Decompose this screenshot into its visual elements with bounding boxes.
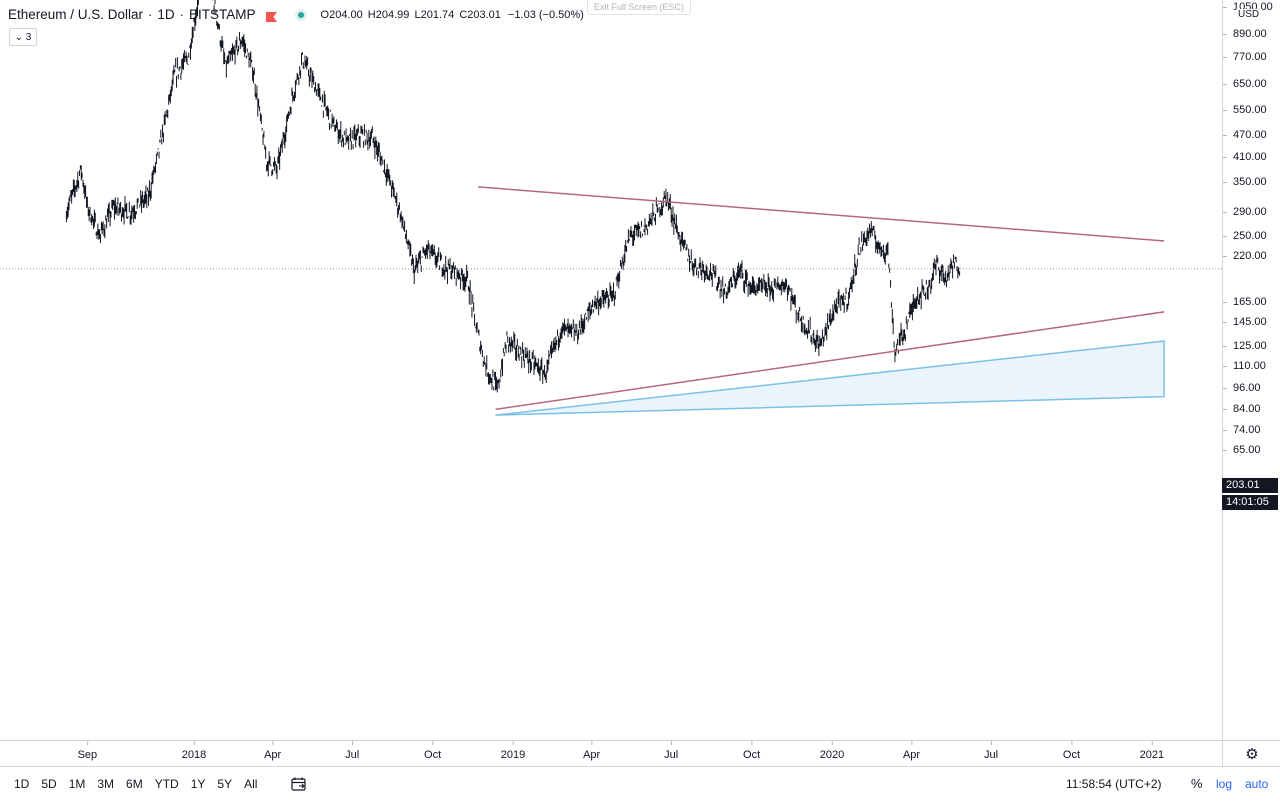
support-trend-line[interactable]: [495, 311, 1165, 411]
price-tick-label: 74.00: [1223, 423, 1261, 436]
price-tick-label: 470.00: [1223, 129, 1267, 142]
auto-scale-toggle[interactable]: auto: [1245, 777, 1269, 791]
open-key: O: [320, 8, 330, 21]
chart-pane[interactable]: Ethereum / U.S. Dollar · 1D · BITSTAMP O…: [0, 0, 1222, 740]
range-button-5d[interactable]: 5D: [41, 777, 57, 791]
legend-sep: ·: [179, 7, 184, 22]
price-tick-label: 145.00: [1223, 316, 1267, 329]
high-value: 204.99: [375, 8, 410, 21]
time-tick-label: Jul: [984, 741, 999, 761]
visibility-icon[interactable]: [294, 8, 307, 21]
price-chart[interactable]: [0, 0, 1222, 740]
price-tick-label: 410.00: [1223, 151, 1267, 164]
time-tick-label: 2018: [181, 741, 207, 761]
low-value: 201.74: [420, 8, 455, 21]
date-range-buttons: 1D 5D 1M 3M 6M YTD 1Y 5Y All: [8, 777, 263, 791]
range-button-3m[interactable]: 3M: [97, 777, 115, 791]
time-tick-label: Jul: [345, 741, 360, 761]
log-scale-toggle[interactable]: log: [1216, 777, 1233, 791]
exchange-label[interactable]: BITSTAMP: [189, 7, 256, 22]
price-tick-label: 250.00: [1223, 229, 1267, 242]
interval-label[interactable]: 1D: [157, 7, 175, 22]
symbol-legend: Ethereum / U.S. Dollar · 1D · BITSTAMP O…: [8, 7, 584, 22]
currency-label[interactable]: USD: [1236, 9, 1262, 20]
range-button-all[interactable]: All: [244, 777, 258, 791]
low-key: L: [414, 8, 421, 21]
gear-icon[interactable]: ⚙: [1222, 740, 1280, 767]
price-tick-label: 770.00: [1223, 50, 1267, 63]
time-tick-label: 2021: [1139, 741, 1165, 761]
time-tick-label: Apr: [264, 741, 282, 761]
time-tick-label: 2020: [819, 741, 845, 761]
wedge-drawing[interactable]: [495, 340, 1165, 416]
time-axis[interactable]: Sep 2018 Apr Jul Oct 2019 Apr Jul Oct 2020 Apr Jul O…: [0, 740, 1222, 767]
high-key: H: [367, 8, 376, 21]
open-value: 204.00: [329, 8, 363, 21]
time-tick-label: Sep: [77, 741, 98, 761]
ohlc-values: O204.00 H204.99 L201.74 C203.01 −1.03 (−…: [321, 9, 584, 21]
price-scale[interactable]: 2000.001700.001400.001200.001050.00890.0…: [1222, 0, 1280, 740]
close-key: C: [459, 8, 468, 21]
price-tick-label: 110.00: [1223, 360, 1266, 373]
date-range-icon[interactable]: [291, 777, 307, 791]
time-tick-label: Jul: [664, 741, 679, 761]
time-tick-label: Oct: [1062, 741, 1081, 761]
current-price-label: 203.01: [1222, 478, 1278, 493]
change-value: −1.03 (−0.50%): [507, 8, 584, 21]
legend-sep: ·: [148, 7, 153, 22]
range-button-5y[interactable]: 5Y: [217, 777, 233, 791]
range-button-1m[interactable]: 1M: [68, 777, 86, 791]
range-button-1d[interactable]: 1D: [14, 777, 30, 791]
time-tick-label: Apr: [902, 741, 921, 761]
indicators-collapse-button[interactable]: ⌄ 3: [9, 28, 37, 46]
bottom-toolbar: 1D 5D 1M 3M 6M YTD 1Y 5Y All 11:58:54 (UTC+2) % …: [0, 766, 1280, 801]
time-tick-label: Oct: [743, 741, 761, 761]
price-tick-label: 350.00: [1223, 176, 1267, 189]
price-tick-label: 890.00: [1223, 27, 1267, 40]
flag-icon[interactable]: [265, 10, 277, 22]
symbol-name[interactable]: Ethereum / U.S. Dollar: [8, 7, 144, 22]
price-tick-label: 84.00: [1223, 403, 1261, 416]
price-tick-label: 96.00: [1223, 382, 1261, 395]
range-button-ytd[interactable]: YTD: [154, 777, 179, 791]
time-tick-label: 2019: [500, 741, 526, 761]
percent-scale-toggle[interactable]: %: [1191, 776, 1203, 791]
range-button-1y[interactable]: 1Y: [190, 777, 206, 791]
range-button-6m[interactable]: 6M: [126, 777, 143, 791]
price-tick-label: 125.00: [1223, 340, 1267, 353]
time-tick-label: Oct: [424, 741, 442, 761]
price-tick-label: 650.00: [1223, 77, 1267, 90]
price-tick-label: 220.00: [1223, 250, 1267, 263]
bar-countdown-label: 14:01:05: [1222, 495, 1278, 510]
time-tick-label: Apr: [583, 741, 601, 761]
price-series: [65, 0, 961, 393]
price-tick-label: 65.00: [1223, 444, 1261, 457]
price-tick-label: 165.00: [1223, 295, 1267, 308]
close-value: 203.01: [467, 8, 501, 21]
resistance-trend-line[interactable]: [477, 186, 1165, 242]
timezone-clock[interactable]: 11:58:54 (UTC+2): [1066, 777, 1162, 791]
exit-fullscreen-button[interactable]: Exit Full Screen (ESC): [587, 0, 692, 15]
price-tick-label: 290.00: [1223, 206, 1267, 219]
price-tick-label: 550.00: [1223, 104, 1267, 117]
